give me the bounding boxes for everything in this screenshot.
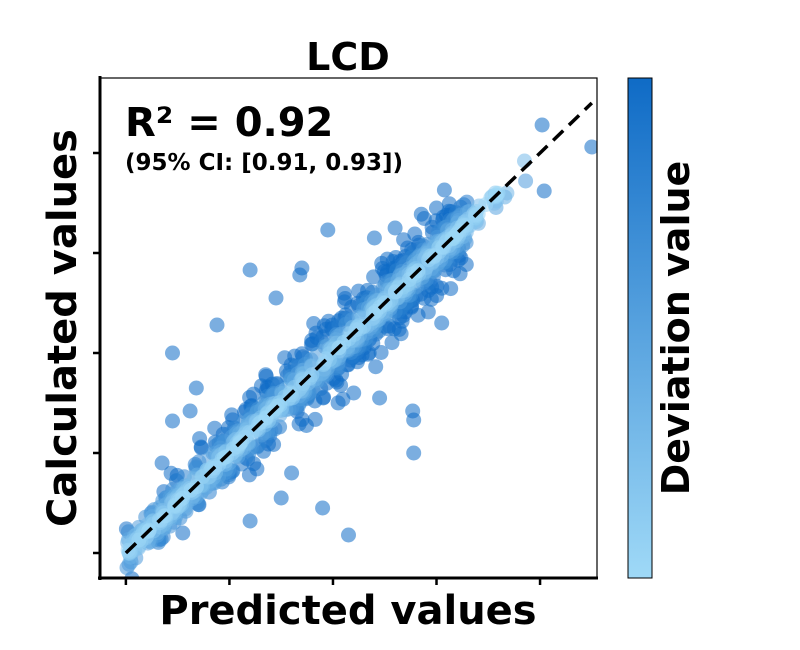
scatter-point: [193, 440, 209, 456]
scatter-point: [372, 390, 388, 406]
y-ticks: [93, 151, 100, 555]
chart-title: LCD: [306, 35, 390, 79]
r-squared-annotation: R² = 0.92: [125, 100, 333, 146]
scatter-point: [536, 183, 552, 199]
scatter-point: [405, 403, 421, 419]
scatter-point: [406, 445, 422, 461]
scatter-point: [292, 267, 308, 283]
scatter-point: [209, 317, 225, 333]
scatter-point: [154, 455, 170, 471]
scatter-point: [368, 359, 384, 375]
scatter-point: [165, 345, 180, 361]
scatter-point: [387, 220, 403, 236]
scatter-point: [341, 527, 356, 543]
scatter-point: [366, 230, 382, 246]
scatter-point: [182, 403, 198, 419]
x-ticks: [124, 578, 542, 585]
scatter-point: [436, 182, 452, 198]
scatter-point: [434, 315, 450, 331]
scatter-point: [242, 513, 258, 529]
scatter-point: [188, 380, 204, 396]
scatter-point: [534, 117, 550, 133]
scatter-point: [584, 139, 597, 155]
colorbar: [627, 77, 653, 579]
y-axis-label: Calculated values: [40, 129, 86, 527]
scatter-point: [242, 262, 258, 278]
scatter-point: [315, 500, 331, 516]
scatter-point: [330, 395, 346, 411]
scatter-point: [175, 525, 191, 541]
scatter-point: [284, 465, 300, 481]
scatter-point: [268, 290, 284, 306]
x-axis-label: Predicted values: [159, 588, 536, 634]
colorbar-label: Deviation value: [654, 161, 698, 496]
scatter-point: [273, 490, 289, 506]
confidence-interval-annotation: (95% CI: [0.91, 0.93]): [125, 150, 403, 176]
scatter-point: [165, 413, 180, 429]
scatter-point: [246, 386, 261, 402]
scatter-point: [320, 222, 336, 238]
identity-line: [124, 101, 594, 555]
scatter-point: [518, 173, 534, 189]
